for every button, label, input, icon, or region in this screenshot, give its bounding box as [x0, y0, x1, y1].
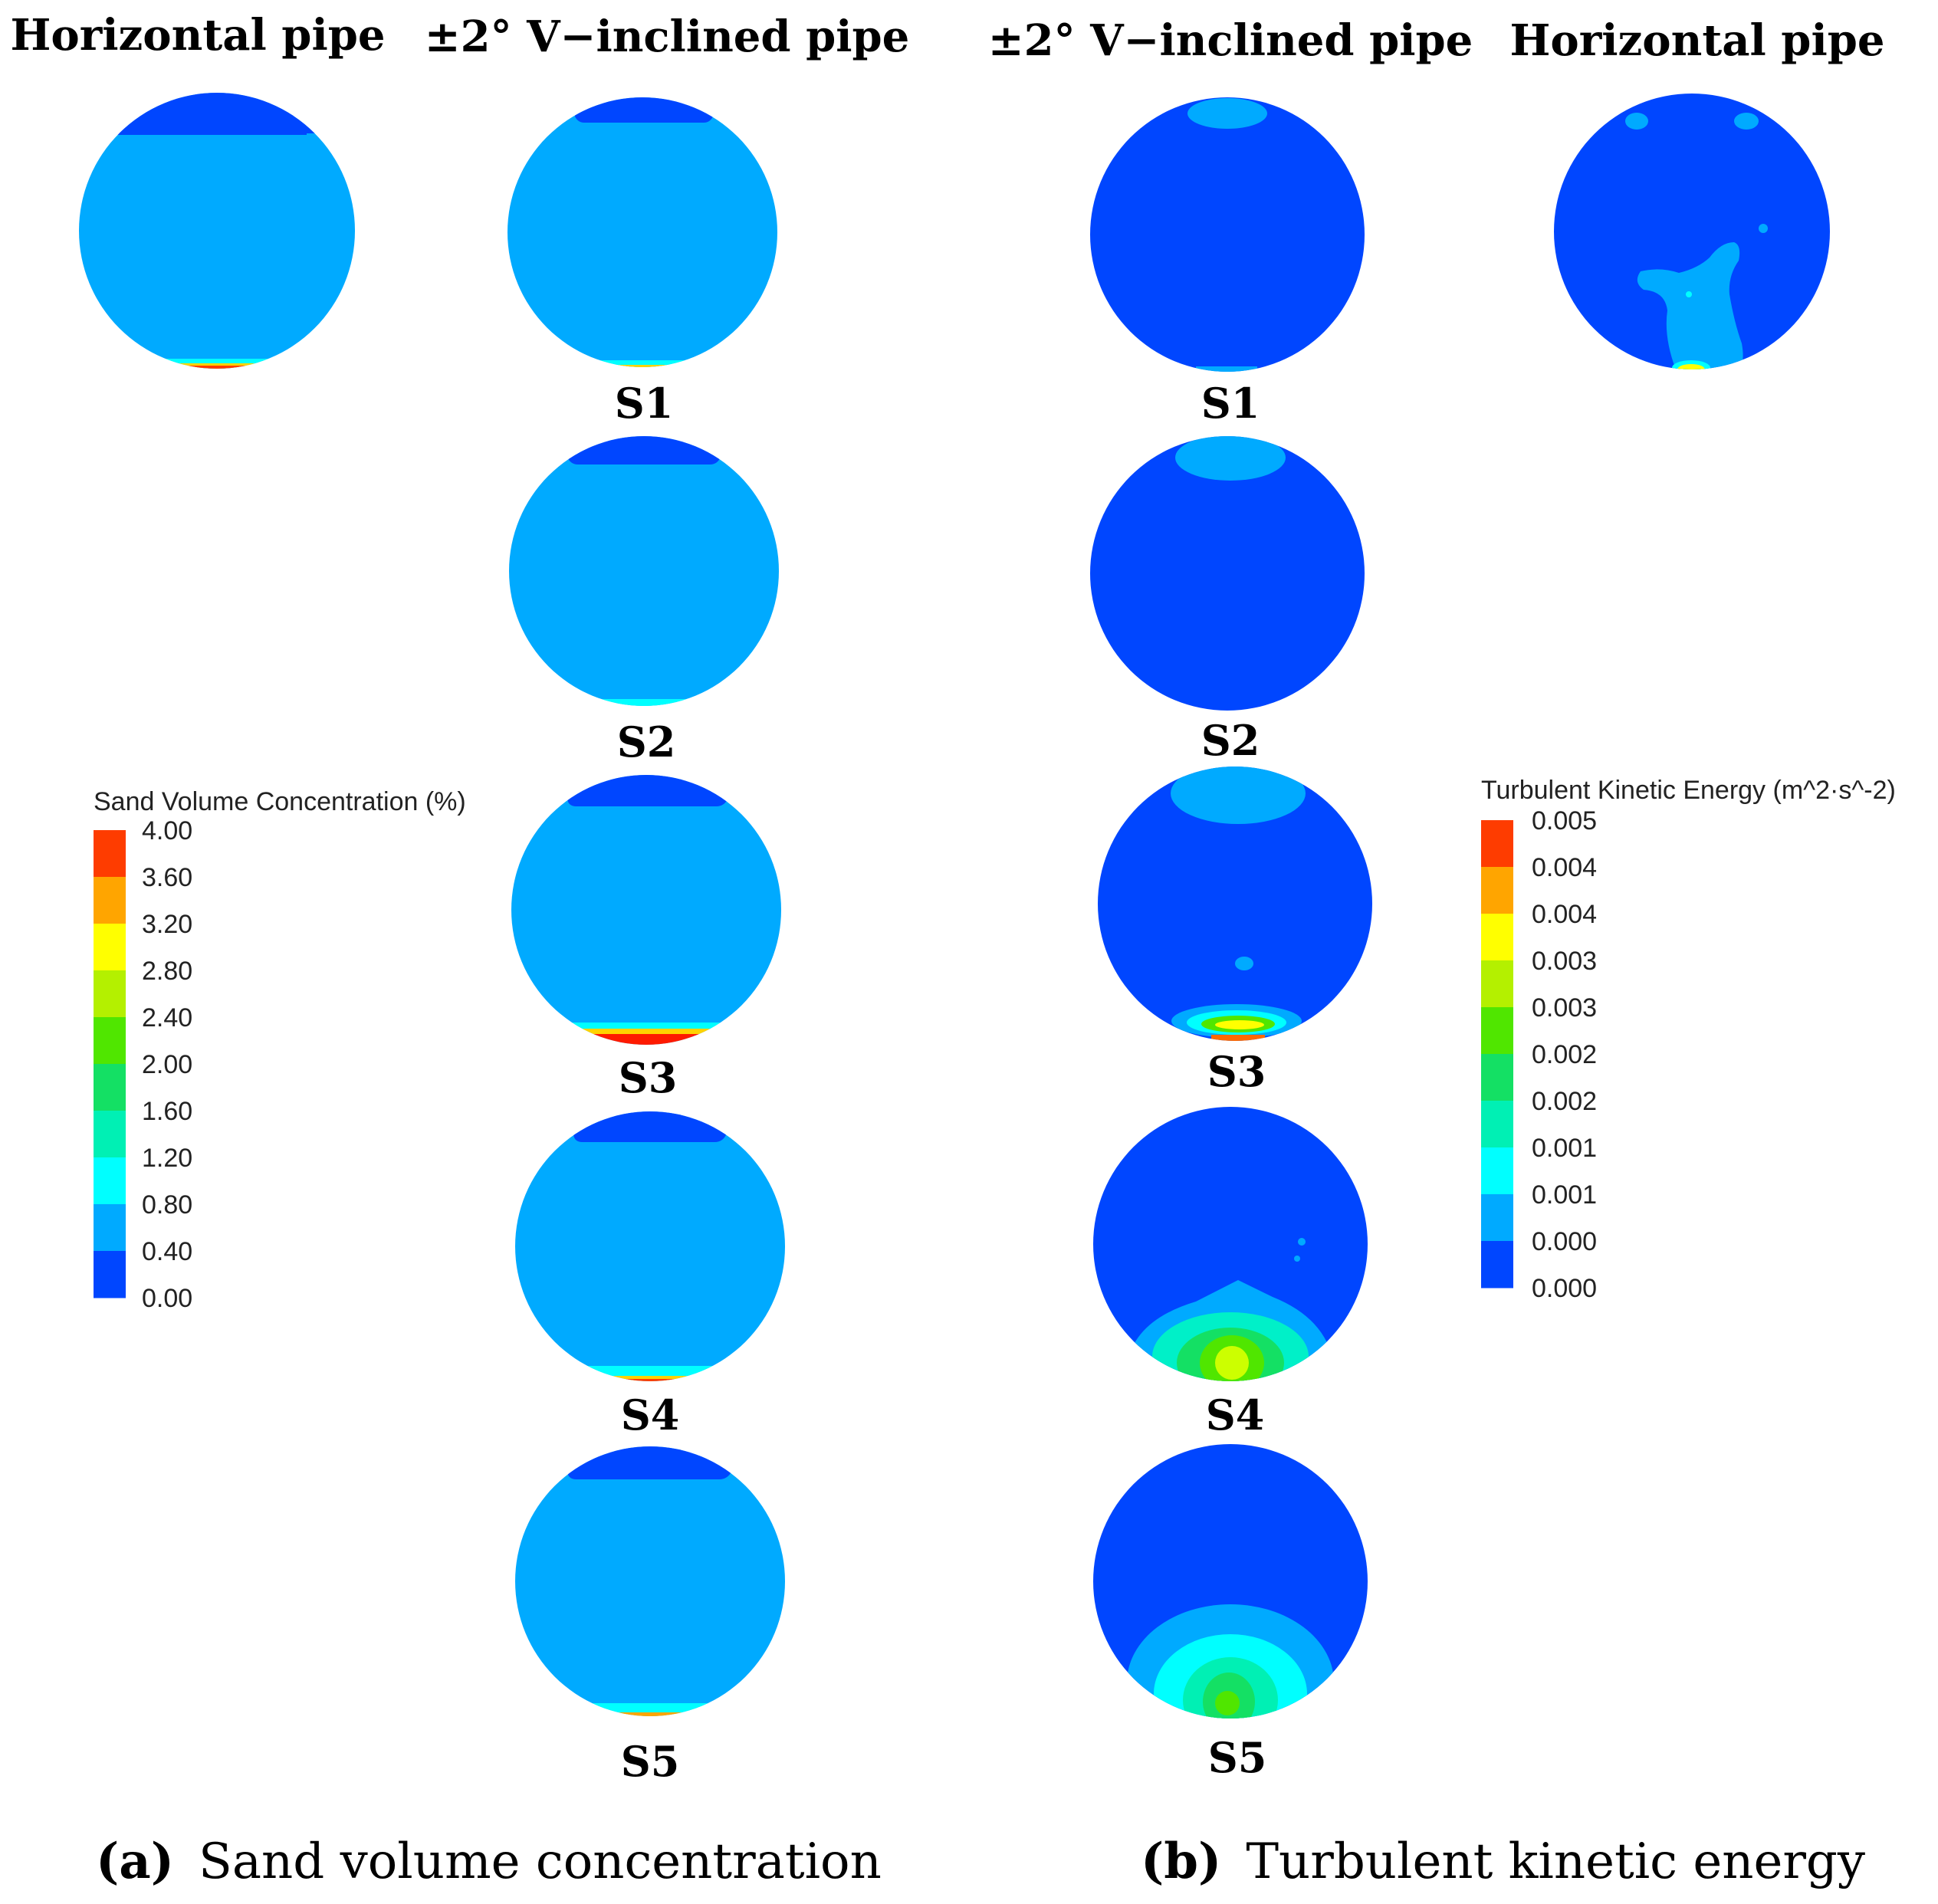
tke-legend-tick-label: 0.000 [1532, 1227, 1597, 1256]
sand-legend-tick-label: 0.80 [142, 1190, 192, 1220]
tke-legend-title: Turbulent Kinetic Energy (m^2·s^-2) [1481, 776, 1896, 805]
sand-s4-contour [515, 1111, 785, 1381]
sand-legend-tick-label: 0.00 [142, 1284, 192, 1313]
sand-legend-title: Sand Volume Concentration (%) [94, 787, 466, 816]
sand-legend-tick-label: 2.40 [142, 1003, 192, 1032]
sand-section-label-s1: S1 [615, 379, 674, 428]
sand-legend-ticks: 4.00 3.60 3.20 2.80 2.40 2.00 1.60 1.20 0.80 0.40… [142, 816, 192, 1313]
tke-legend-swatch [1481, 914, 1513, 961]
caption-b-text: Turbulent kinetic energy [1246, 1833, 1865, 1890]
sand-legend-swatch [94, 1111, 126, 1158]
caption-a-letter: (a) [96, 1833, 174, 1890]
tke-legend-tick-label: 0.003 [1532, 993, 1597, 1023]
tke-legend-swatch [1481, 960, 1513, 1008]
sand-legend-tick-label: 2.80 [142, 957, 192, 986]
sand-legend: Sand Volume Concentration (%) 4.00 3.60 3.… [94, 787, 466, 1313]
tke-legend-swatch [1481, 867, 1513, 914]
tke-legend-swatch [1481, 820, 1513, 868]
sand-section-label-s3: S3 [619, 1053, 678, 1102]
sand-legend-swatch [94, 1204, 126, 1252]
sand-legend-tick-label: 4.00 [142, 816, 192, 845]
sand-s2-contour [509, 436, 779, 706]
sand-section-label-s4: S4 [621, 1390, 680, 1439]
sand-legend-swatch [94, 924, 126, 971]
tke-legend-swatch [1481, 1101, 1513, 1148]
tke-section-label-s4: S4 [1206, 1390, 1265, 1439]
tke-horizontal-contour [1554, 94, 1830, 369]
tke-legend-tick-label: 0.001 [1532, 1180, 1597, 1210]
sand-s1-contour [507, 97, 777, 367]
sand-legend-swatch [94, 1064, 126, 1111]
sand-legend-tick-label: 3.20 [142, 910, 192, 939]
sand-legend-swatch [94, 830, 126, 878]
tke-legend-ticks: 0.005 0.004 0.004 0.003 0.003 0.002 0.002 0.001… [1532, 806, 1597, 1303]
tke-legend-tick-label: 0.003 [1532, 947, 1597, 976]
tke-legend-swatch [1481, 1147, 1513, 1195]
tke-legend-swatch [1481, 1007, 1513, 1055]
caption-b: (b) Turbulent kinetic energy [1141, 1833, 1865, 1890]
tke-legend-swatch [1481, 1241, 1513, 1288]
header-tke-horizontal: Horizontal pipe [1509, 15, 1884, 66]
sand-legend-swatch [94, 970, 126, 1018]
sand-legend-swatch [94, 1017, 126, 1065]
sand-section-label-s5: S5 [621, 1737, 680, 1786]
caption-a: (a) Sand volume concentration [96, 1833, 882, 1890]
sand-legend-tick-label: 1.60 [142, 1097, 192, 1126]
tke-s1-contour [1090, 97, 1365, 372]
tke-legend-swatch [1481, 1054, 1513, 1101]
header-sand-inclined: ±2° V−inclined pipe [425, 11, 910, 62]
sand-section-label-s2: S2 [617, 717, 676, 767]
tke-legend-tick-label: 0.001 [1532, 1134, 1597, 1163]
sand-s5-contour [515, 1446, 785, 1716]
tke-s2-contour [1090, 436, 1365, 711]
sand-legend-swatch [94, 1157, 126, 1205]
sand-horizontal-contour [79, 93, 355, 369]
header-tke-inclined: ±2° V−inclined pipe [988, 15, 1473, 66]
tke-section-label-s1: S1 [1201, 379, 1260, 428]
sand-legend-swatch [94, 1251, 126, 1298]
tke-legend-tick-label: 0.002 [1532, 1040, 1597, 1069]
tke-section-label-s3: S3 [1207, 1047, 1266, 1096]
caption-a-text: Sand volume concentration [199, 1833, 882, 1890]
sand-legend-tick-label: 2.00 [142, 1050, 192, 1079]
tke-s4-contour [1093, 1107, 1368, 1381]
tke-s5-contour [1093, 1444, 1368, 1719]
tke-legend-tick-label: 0.002 [1532, 1087, 1597, 1116]
sand-legend-tick-label: 3.60 [142, 863, 192, 892]
tke-legend-swatch [1481, 1194, 1513, 1242]
sand-legend-swatches [94, 830, 126, 1298]
sand-legend-swatch [94, 877, 126, 924]
tke-legend-swatches [1481, 820, 1513, 1288]
sand-legend-tick-label: 0.40 [142, 1237, 192, 1266]
header-sand-horizontal: Horizontal pipe [10, 10, 385, 61]
tke-legend-tick-label: 0.000 [1532, 1274, 1597, 1303]
tke-legend-tick-label: 0.004 [1532, 900, 1597, 929]
caption-b-letter: (b) [1141, 1833, 1221, 1890]
tke-s3-contour [1098, 767, 1372, 1041]
tke-legend: Turbulent Kinetic Energy (m^2·s^-2) 0.00… [1481, 776, 1896, 1303]
sand-s3-contour [511, 775, 781, 1045]
tke-legend-tick-label: 0.005 [1532, 806, 1597, 835]
tke-legend-tick-label: 0.004 [1532, 853, 1597, 882]
sand-legend-tick-label: 1.20 [142, 1144, 192, 1173]
tke-section-label-s5: S5 [1208, 1733, 1267, 1782]
tke-section-label-s2: S2 [1201, 716, 1260, 765]
